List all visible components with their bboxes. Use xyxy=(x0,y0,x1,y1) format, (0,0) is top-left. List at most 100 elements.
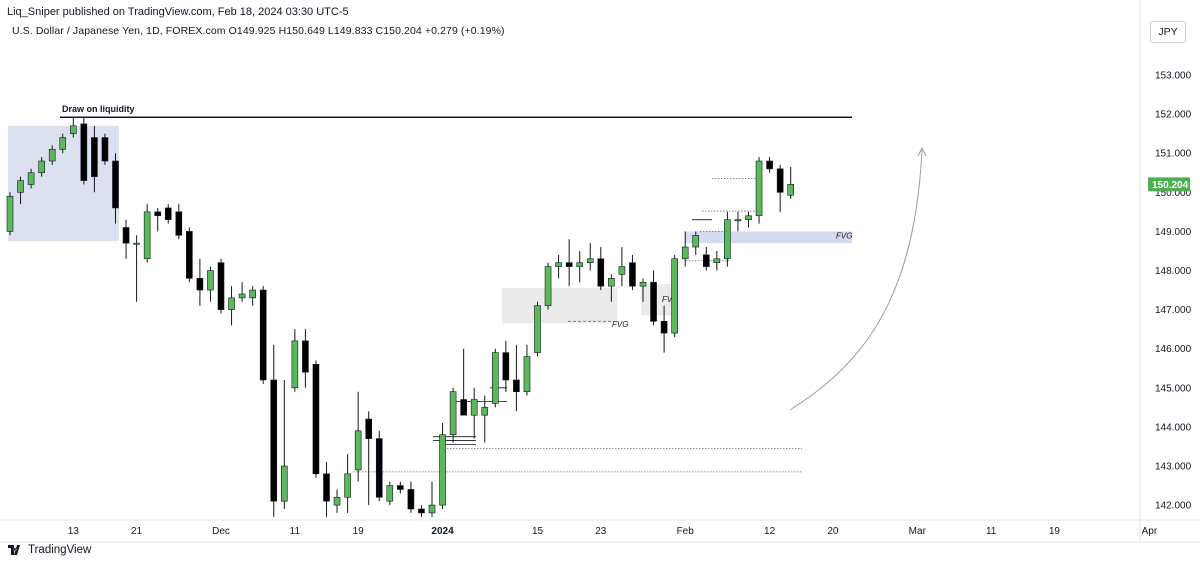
candle-body xyxy=(133,242,140,245)
candle-body xyxy=(323,473,330,502)
candle-body xyxy=(186,231,193,279)
candle-body xyxy=(555,262,562,267)
candle-body xyxy=(713,258,721,263)
fvg-label: FVG xyxy=(612,320,628,329)
candle-body xyxy=(544,266,552,306)
candle-body xyxy=(228,297,235,310)
y-tick-label: 145.000 xyxy=(1155,383,1192,394)
candle-body xyxy=(439,434,446,506)
candle-body xyxy=(80,123,88,181)
x-tick-label: 23 xyxy=(595,526,607,537)
candle-body xyxy=(787,184,795,196)
candle-body xyxy=(101,137,109,162)
fvg-label: FVG xyxy=(836,231,852,240)
candle-body xyxy=(354,430,362,471)
x-tick-label: 12 xyxy=(764,526,776,537)
candle-body xyxy=(280,465,288,502)
y-tick-label: 151.000 xyxy=(1155,149,1192,160)
candle-body xyxy=(776,168,784,193)
y-tick-label: 148.000 xyxy=(1155,266,1192,277)
tradingview-brand: TradingView xyxy=(28,544,92,556)
candle-body xyxy=(745,215,752,220)
fvg-label: FVG xyxy=(662,295,678,304)
candle-body xyxy=(59,137,67,150)
candle-body xyxy=(650,281,657,322)
candle-body xyxy=(608,278,615,287)
candle-body xyxy=(333,496,341,506)
publisher-caption: Liq_Sniper published on TradingView.com,… xyxy=(7,6,349,18)
candle-body xyxy=(692,235,700,248)
x-tick-label: 19 xyxy=(1049,526,1061,537)
candle-body xyxy=(312,364,320,475)
candle-body xyxy=(724,219,731,260)
x-tick-label: Mar xyxy=(909,526,927,537)
tradingview-logo[interactable]: TradingView xyxy=(8,544,91,556)
candle-body xyxy=(164,207,172,220)
candle-body xyxy=(766,160,773,170)
candle-body xyxy=(38,160,45,174)
x-tick-label: Feb xyxy=(677,526,695,537)
candle-body xyxy=(618,266,626,275)
candle-body xyxy=(122,227,130,244)
candle-body xyxy=(70,125,77,134)
candle-body xyxy=(207,270,214,291)
candle-body xyxy=(112,160,119,209)
y-tick-label: 149.000 xyxy=(1155,227,1192,238)
y-tick-label: 147.000 xyxy=(1155,305,1192,316)
candle-body xyxy=(154,211,161,217)
x-tick-label: 11 xyxy=(986,526,997,537)
candle-body xyxy=(238,293,246,299)
candle-body xyxy=(534,305,541,353)
candle-body xyxy=(513,379,520,393)
last-price-label: 150.204 xyxy=(1152,180,1189,191)
liquidity-label: Draw on liquidity xyxy=(62,104,135,114)
candle-body xyxy=(428,504,436,514)
candle-body xyxy=(6,195,14,232)
x-tick-label: 21 xyxy=(131,526,143,537)
candle-body xyxy=(734,219,742,222)
x-tick-label: 13 xyxy=(68,526,80,537)
x-tick-label: 15 xyxy=(532,526,544,537)
fvg-zone xyxy=(685,231,852,244)
candle-body xyxy=(470,399,478,416)
candle-body xyxy=(143,211,151,260)
x-tick-label: 19 xyxy=(353,526,365,537)
candle-body xyxy=(481,407,489,416)
candle-body xyxy=(344,473,351,498)
candle-body xyxy=(249,289,256,299)
currency-button[interactable]: JPY xyxy=(1150,21,1186,43)
candle-body xyxy=(660,321,668,334)
candle-body xyxy=(302,340,309,373)
candle-body xyxy=(491,352,499,404)
candle-body xyxy=(586,258,594,263)
candle-body xyxy=(639,281,647,287)
symbol-legend[interactable]: U.S. Dollar / Japanese Yen, 1D, FOREX.co… xyxy=(12,25,505,37)
candle-body xyxy=(48,148,56,162)
candle-body xyxy=(17,180,24,193)
candle-body xyxy=(418,508,425,514)
x-tick-label: 11 xyxy=(290,526,301,537)
candle-body xyxy=(386,485,394,502)
y-tick-label: 152.000 xyxy=(1155,110,1192,121)
projection-arrow xyxy=(789,149,923,411)
y-tick-label: 150.000 xyxy=(1155,188,1192,199)
candle-body xyxy=(217,262,225,310)
candle-body xyxy=(270,379,278,502)
candle-body xyxy=(576,262,584,267)
fvg-zone xyxy=(502,288,617,324)
y-tick-label: 142.000 xyxy=(1155,501,1192,512)
candle-body xyxy=(407,489,415,510)
y-tick-label: 144.000 xyxy=(1155,422,1192,433)
arrow-head-icon xyxy=(917,146,927,157)
candle-body xyxy=(671,258,678,334)
tradingview-logo-icon xyxy=(8,545,20,555)
candle-body xyxy=(523,356,531,393)
candle-body xyxy=(565,262,573,267)
candle-body xyxy=(460,399,467,416)
candle-body xyxy=(449,391,457,436)
y-tick-label: 143.000 xyxy=(1155,462,1192,473)
candle-body xyxy=(397,485,404,490)
candle-body xyxy=(375,438,383,498)
candle-body xyxy=(365,418,373,439)
